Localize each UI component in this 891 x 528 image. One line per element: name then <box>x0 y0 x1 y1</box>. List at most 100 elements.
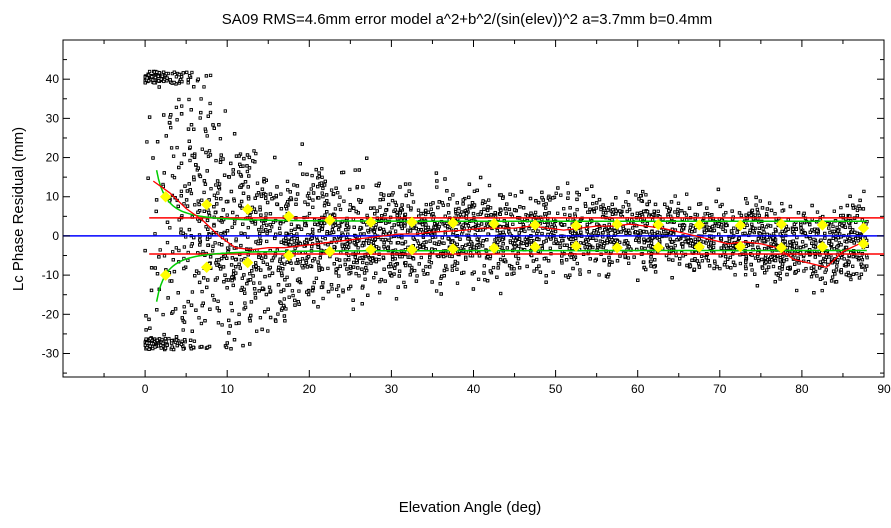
residual-point <box>458 237 462 241</box>
residual-point <box>525 239 529 244</box>
residual-point <box>169 125 173 130</box>
residual-point <box>212 298 216 302</box>
residual-point <box>326 289 331 294</box>
residual-point <box>341 247 345 251</box>
residual-point <box>387 193 391 197</box>
residual-point <box>823 281 827 285</box>
residual-point <box>248 213 252 218</box>
residual-point <box>773 280 777 284</box>
residual-point <box>649 264 653 268</box>
residual-point <box>279 271 284 275</box>
residual-point <box>717 232 721 236</box>
residual-point <box>614 196 618 200</box>
residual-point <box>714 199 718 204</box>
residual-point <box>381 255 386 260</box>
residual-point <box>208 73 213 78</box>
residual-point <box>190 242 194 246</box>
residual-point <box>575 190 579 195</box>
residual-point <box>402 280 406 285</box>
residual-point <box>505 246 509 250</box>
residual-point <box>204 150 208 155</box>
residual-point <box>701 240 705 244</box>
residual-point <box>393 229 398 233</box>
residual-point <box>859 272 864 276</box>
residual-point <box>676 207 680 212</box>
residual-point <box>813 255 817 259</box>
residual-point <box>254 151 258 156</box>
residual-point <box>780 201 784 206</box>
residual-point <box>379 277 384 282</box>
residual-point <box>207 198 211 202</box>
residual-point <box>440 274 444 279</box>
residual-point <box>513 194 517 198</box>
residual-point <box>179 227 183 231</box>
residual-point <box>436 205 440 210</box>
residual-point <box>234 257 238 262</box>
residual-point <box>566 191 570 195</box>
residual-point <box>513 238 518 243</box>
residual-point <box>240 276 244 280</box>
residual-point <box>276 268 281 273</box>
residual-point <box>501 230 505 234</box>
residual-point <box>360 302 364 306</box>
residual-point <box>757 213 761 218</box>
residual-point <box>607 222 611 227</box>
residual-point <box>260 225 264 229</box>
residual-point <box>486 232 490 236</box>
residual-point <box>261 229 265 233</box>
residual-point <box>281 303 286 308</box>
residual-point <box>531 229 535 233</box>
residual-point <box>850 228 855 232</box>
residual-point <box>534 199 538 203</box>
residual-point <box>435 185 439 189</box>
residual-point <box>416 241 421 245</box>
residual-point <box>848 225 852 230</box>
residual-point <box>324 193 329 197</box>
residual-point <box>762 246 767 251</box>
residual-point <box>712 266 716 271</box>
residual-point <box>286 239 291 244</box>
residual-point <box>631 226 635 230</box>
residual-point <box>811 244 816 248</box>
residual-point <box>242 287 246 291</box>
residual-point <box>486 204 490 209</box>
residual-point <box>839 213 843 218</box>
residual-point <box>568 213 572 217</box>
residual-point <box>257 255 261 259</box>
residual-point <box>684 213 689 217</box>
residual-point <box>613 232 618 236</box>
residual-point <box>810 241 814 245</box>
residual-point <box>485 208 490 213</box>
residual-point <box>708 213 712 218</box>
residual-point <box>358 256 362 260</box>
residual-point <box>547 211 551 215</box>
residual-point <box>255 329 259 333</box>
residual-point <box>743 231 747 236</box>
residual-point <box>198 116 202 120</box>
residual-point <box>317 268 321 272</box>
residual-point <box>699 254 704 258</box>
residual-point <box>316 260 320 264</box>
residual-point <box>216 191 220 195</box>
residual-point <box>525 243 529 247</box>
residual-point <box>750 222 754 226</box>
residual-point <box>160 337 164 342</box>
residual-point <box>706 258 710 263</box>
residual-point <box>162 332 166 337</box>
residual-point <box>705 206 709 210</box>
residual-point <box>505 202 509 206</box>
residual-point <box>526 214 530 218</box>
residual-point <box>323 213 327 217</box>
residual-point <box>351 265 356 269</box>
residual-point <box>243 232 247 236</box>
residual-point <box>439 292 443 296</box>
residual-point <box>411 200 416 204</box>
residual-point <box>689 238 693 243</box>
residual-point <box>737 211 742 215</box>
residual-point <box>277 226 282 230</box>
residual-point <box>832 229 836 234</box>
residual-point <box>231 283 235 288</box>
residual-point <box>311 285 315 290</box>
residual-point <box>669 200 674 204</box>
residual-point <box>619 230 623 234</box>
